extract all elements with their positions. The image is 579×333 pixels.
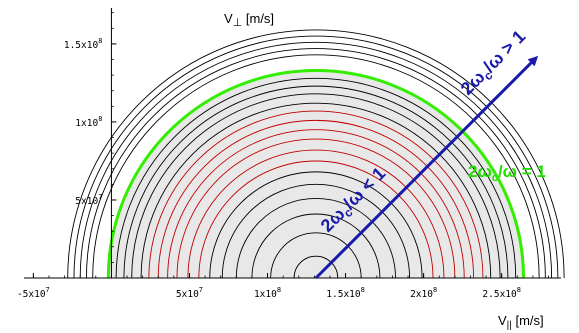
contour-16: [106, 69, 526, 279]
y-axis-title: V⊥ [m/s]: [224, 11, 274, 29]
contour-7: [187, 149, 445, 279]
contour-15: [115, 77, 517, 279]
contour-10: [157, 120, 475, 279]
arrow: [314, 55, 539, 280]
contour-21: [67, 29, 565, 279]
contour-4: [221, 184, 411, 279]
contour-11: [148, 110, 484, 279]
contour-20: [73, 35, 559, 279]
contour-1: [270, 232, 362, 279]
y-tick-label-1: 1x108: [75, 115, 102, 129]
contour-12: [140, 102, 492, 279]
contour-19: [79, 41, 553, 279]
annotation-above-resonance: 2ωc/ω > 1: [457, 26, 532, 101]
contour-13: [131, 93, 501, 279]
y-ticks: 5x107 1x108 1.5x108: [64, 37, 117, 207]
contour-5: [209, 171, 423, 279]
contour-18: [85, 48, 546, 279]
x-tick-label-2: 1x108: [254, 286, 281, 300]
contour-9: [167, 129, 465, 279]
x-tick-label-4: 2x108: [410, 286, 437, 300]
contour-lines: [67, 29, 565, 279]
x-tick-label-1: 5x107: [176, 286, 203, 300]
annotation-resonance: 2ωc/ω = 1: [468, 162, 546, 184]
contour-2: [251, 213, 381, 279]
contour-8: [176, 138, 456, 279]
x-ticks: -5x107 5x107 1x108 1.5x108 2x108 2.5x108: [17, 273, 521, 300]
contour-3: [235, 197, 396, 279]
x-tick-label-0: -5x107: [17, 286, 50, 300]
contour-6: [198, 160, 434, 279]
x-tick-label-5: 2.5x108: [482, 286, 521, 300]
contour-14: [123, 86, 509, 279]
x-axis-title: V|| [m/s]: [498, 313, 544, 331]
y-tick-label-0: 5x107: [75, 193, 102, 207]
y-tick-label-2: 1.5x108: [64, 37, 103, 51]
contour-0: [293, 255, 339, 279]
x-tick-label-3: 1.5x108: [326, 286, 365, 300]
shaded-region: [108, 70, 524, 278]
